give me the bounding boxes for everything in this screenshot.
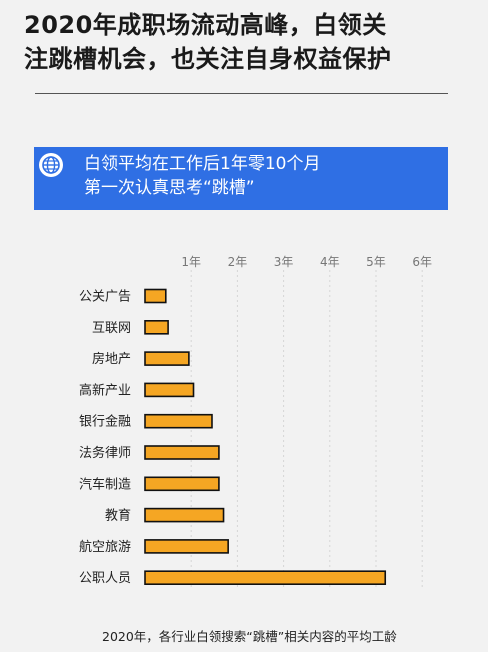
bar xyxy=(144,507,225,523)
title-divider xyxy=(35,93,448,94)
category-label: 公职人员 xyxy=(79,571,131,586)
banner-text: 白领平均在工作后1年零10个月 第一次认真思考“跳槽” xyxy=(84,152,320,200)
x-tick-label: 5年 xyxy=(366,255,386,269)
globe-icon xyxy=(39,153,63,177)
category-label: 航空旅游 xyxy=(79,539,131,555)
bar xyxy=(144,288,167,304)
category-label: 汽车制造 xyxy=(79,476,131,492)
category-label: 房地产 xyxy=(92,351,131,367)
title-line-1: 2020年成职场流动高峰，白领关 xyxy=(24,11,387,39)
title-line-2: 注跳槽机会，也关注自身权益保护 xyxy=(24,45,392,73)
bar xyxy=(144,570,387,586)
x-tick-label: 6年 xyxy=(412,255,432,269)
banner-line-1: 白领平均在工作后1年零10个月 xyxy=(84,154,321,174)
category-label: 公关广告 xyxy=(79,290,131,305)
bar xyxy=(144,476,220,492)
bar xyxy=(144,320,169,335)
bar xyxy=(144,413,213,429)
category-label: 法务律师 xyxy=(79,445,131,461)
bar xyxy=(144,351,190,366)
banner-line-2: 第一次认真思考“跳槽” xyxy=(84,178,255,198)
bar xyxy=(144,445,220,460)
x-tick-label: 1年 xyxy=(181,255,201,269)
industry-bar-chart: 1年 2年 3年 4年 5年 6年公关广告互联网房地产高新产业银行金融法务律师汽车制造教育… xyxy=(79,255,432,590)
x-tick-label: 4年 xyxy=(320,255,340,269)
bar xyxy=(144,539,229,554)
category-label: 教育 xyxy=(105,508,131,524)
chart-caption: 2020年，各行业白领搜索“跳槽”相关内容的平均工龄 xyxy=(102,629,397,644)
category-label: 高新产业 xyxy=(79,382,131,398)
x-tick-label: 2年 xyxy=(228,255,248,269)
info-banner: 白领平均在工作后1年零10个月 第一次认真思考“跳槽” xyxy=(34,147,448,210)
x-tick-label: 3年 xyxy=(274,255,294,269)
page-title: 2020年成职场流动高峰，白领关 注跳槽机会，也关注自身权益保护 xyxy=(24,8,474,76)
category-label: 银行金融 xyxy=(79,414,131,430)
category-label: 互联网 xyxy=(92,321,131,336)
bar xyxy=(144,382,195,398)
